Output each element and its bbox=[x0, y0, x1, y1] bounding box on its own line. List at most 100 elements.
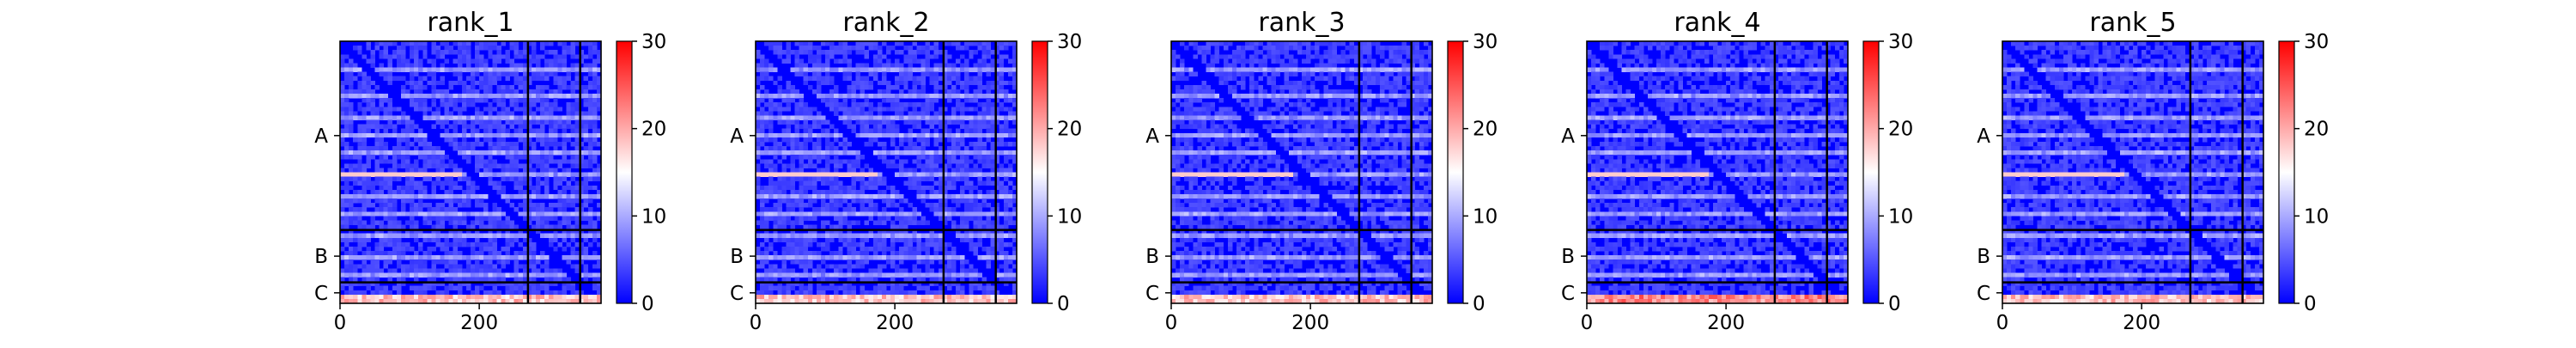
heatmap-cell bbox=[947, 63, 951, 67]
heatmap-cell bbox=[553, 54, 557, 58]
heatmap-cell bbox=[773, 234, 777, 238]
heatmap-cell bbox=[977, 234, 981, 238]
heatmap-cell bbox=[440, 216, 445, 220]
heatmap-cell bbox=[557, 207, 562, 211]
heatmap-cell bbox=[340, 173, 344, 177]
heatmap-cell bbox=[895, 290, 899, 295]
heatmap-cell bbox=[760, 234, 764, 238]
heatmap-cell bbox=[769, 177, 773, 181]
heatmap-cell bbox=[427, 272, 431, 277]
heatmap-cell bbox=[483, 133, 488, 137]
heatmap-cell bbox=[825, 264, 829, 268]
heatmap-cell bbox=[1008, 220, 1012, 224]
heatmap-cell bbox=[361, 173, 366, 177]
heatmap-cell bbox=[934, 278, 939, 282]
heatmap-cell bbox=[773, 115, 777, 119]
colorbar-tick-label: 0 bbox=[641, 293, 654, 315]
heatmap-cell bbox=[777, 268, 781, 272]
heatmap-cell bbox=[449, 286, 453, 290]
heatmap-cell bbox=[821, 150, 825, 155]
heatmap-cell bbox=[388, 150, 392, 155]
heatmap-cell bbox=[501, 72, 505, 76]
heatmap-cell bbox=[344, 268, 349, 272]
heatmap-cell bbox=[764, 238, 769, 242]
heatmap-cell bbox=[916, 259, 920, 264]
heatmap-cell bbox=[514, 295, 519, 299]
heatmap-cell bbox=[781, 190, 786, 194]
heatmap-cell bbox=[847, 290, 851, 295]
heatmap-cell bbox=[981, 163, 986, 168]
heatmap-cell bbox=[838, 203, 842, 207]
heatmap-cell bbox=[808, 107, 812, 111]
heatmap-cell bbox=[592, 68, 597, 72]
heatmap-cell bbox=[375, 290, 380, 295]
heatmap-cell bbox=[886, 290, 890, 295]
heatmap-cell bbox=[764, 268, 769, 272]
heatmap-cell bbox=[357, 234, 361, 238]
heatmap-cell bbox=[549, 58, 553, 63]
heatmap-cell bbox=[479, 155, 483, 159]
heatmap-cell bbox=[873, 238, 878, 242]
heatmap-cell bbox=[496, 115, 501, 119]
heatmap-cell bbox=[951, 150, 956, 155]
heatmap-cell bbox=[947, 186, 951, 190]
heatmap-cell bbox=[553, 98, 557, 102]
heatmap-cell bbox=[462, 146, 466, 150]
heatmap-cell bbox=[501, 278, 505, 282]
heatmap-cell bbox=[956, 94, 960, 98]
heatmap-cell bbox=[817, 278, 821, 282]
heatmap-cell bbox=[540, 125, 544, 129]
heatmap-cell bbox=[571, 54, 575, 58]
heatmap-cell bbox=[361, 290, 366, 295]
heatmap-cell bbox=[847, 259, 851, 264]
heatmap-cell bbox=[769, 94, 773, 98]
heatmap-cell bbox=[838, 58, 842, 63]
heatmap-cell bbox=[947, 272, 951, 277]
heatmap-cell bbox=[829, 198, 834, 203]
heatmap-cell bbox=[492, 220, 496, 224]
heatmap-cell bbox=[799, 115, 804, 119]
heatmap-cell bbox=[431, 150, 435, 155]
heatmap-cell bbox=[370, 251, 374, 255]
heatmap-cell bbox=[353, 137, 357, 142]
heatmap-cell bbox=[1008, 41, 1012, 46]
heatmap-cell bbox=[969, 129, 973, 133]
heatmap-cell bbox=[414, 46, 418, 50]
heatmap-cell bbox=[886, 150, 890, 155]
heatmap-cell bbox=[492, 181, 496, 186]
heatmap-cell bbox=[921, 89, 926, 94]
heatmap-cell bbox=[804, 63, 808, 67]
heatmap-cell bbox=[492, 286, 496, 290]
heatmap-cell bbox=[553, 50, 557, 54]
heatmap-cell bbox=[834, 98, 838, 102]
heatmap-cell bbox=[571, 155, 575, 159]
heatmap-cell bbox=[921, 58, 926, 63]
heatmap-cell bbox=[791, 137, 795, 142]
heatmap-cell bbox=[829, 76, 834, 81]
heatmap-cell bbox=[981, 255, 986, 259]
heatmap-cell bbox=[431, 102, 435, 107]
heatmap-cell bbox=[488, 234, 492, 238]
heatmap-cell bbox=[588, 133, 592, 137]
heatmap-cell bbox=[592, 211, 597, 216]
heatmap-cell bbox=[422, 102, 427, 107]
heatmap-cell bbox=[510, 220, 514, 224]
heatmap-cell bbox=[947, 89, 951, 94]
heatmap-cell bbox=[549, 107, 553, 111]
heatmap-cell bbox=[584, 264, 588, 268]
heatmap-cell bbox=[380, 173, 384, 177]
heatmap-cell bbox=[458, 295, 462, 299]
heatmap-cell bbox=[571, 186, 575, 190]
heatmap-cell bbox=[388, 115, 392, 119]
heatmap-cell bbox=[764, 211, 769, 216]
heatmap-cell bbox=[492, 186, 496, 190]
heatmap-cell bbox=[991, 255, 995, 259]
heatmap-cell bbox=[544, 177, 549, 181]
x-tick-label: 0 bbox=[334, 312, 347, 334]
heatmap-cell bbox=[973, 278, 977, 282]
heatmap-cell bbox=[435, 181, 440, 186]
heatmap-cell bbox=[519, 203, 523, 207]
heatmap-cell bbox=[496, 251, 501, 255]
heatmap-cell bbox=[392, 225, 397, 229]
